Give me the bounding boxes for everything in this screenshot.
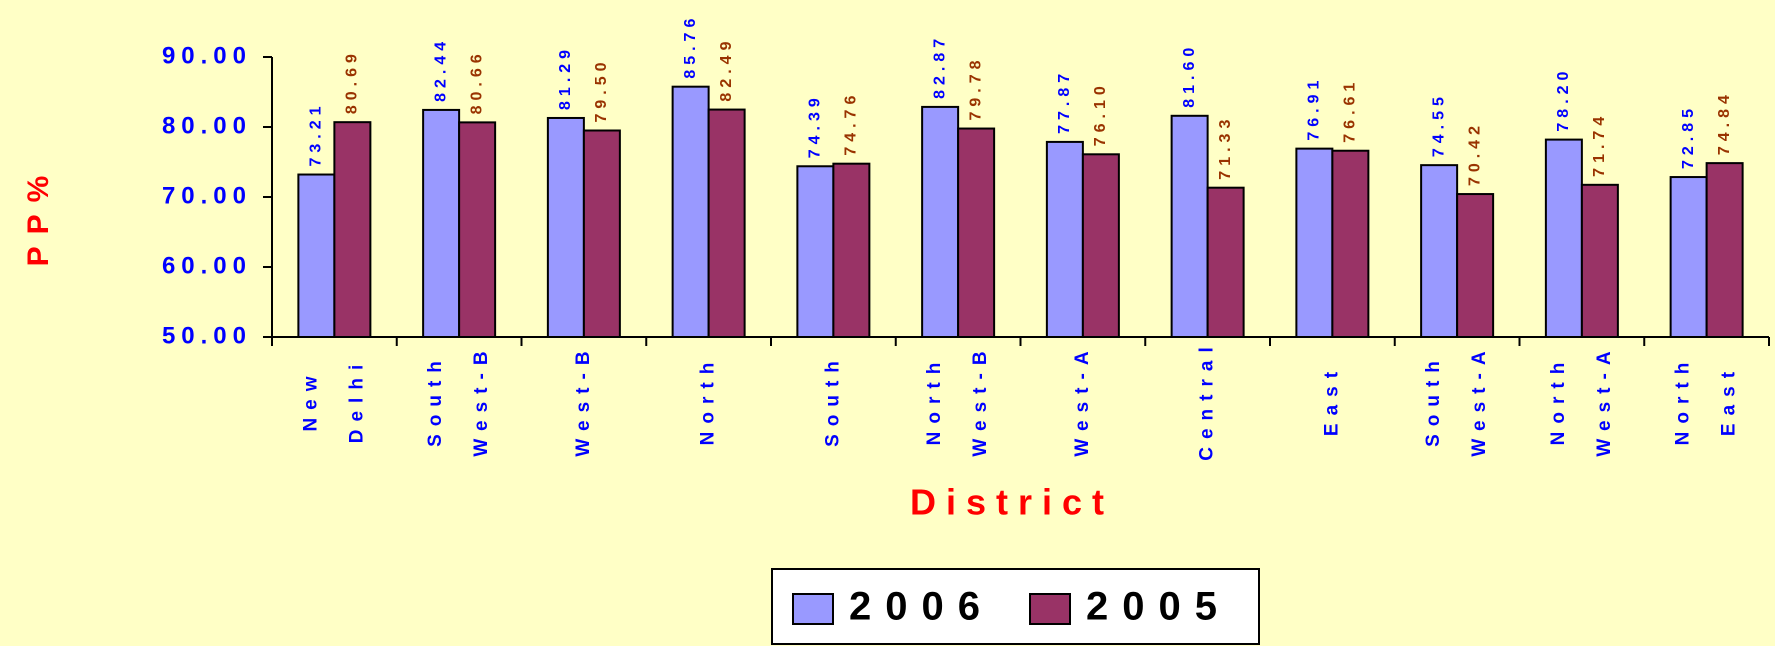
value-label: 71.74 xyxy=(1591,112,1608,177)
x-tick-label: Delhi xyxy=(346,357,367,443)
x-tick-label: South xyxy=(1423,353,1444,447)
x-tick-label: West-A xyxy=(1469,343,1490,456)
bar xyxy=(1331,149,1370,338)
y-tick-label: 60.00 xyxy=(162,252,252,279)
bar xyxy=(707,108,746,338)
legend-label: 2006 xyxy=(849,585,994,629)
value-label: 81.29 xyxy=(557,45,574,110)
bar xyxy=(582,129,621,338)
legend-swatch xyxy=(1029,593,1071,625)
value-label: 82.49 xyxy=(718,37,735,102)
x-tick-label: Central xyxy=(1197,339,1218,460)
x-tick-label: South xyxy=(425,353,446,447)
bar xyxy=(1420,164,1459,338)
value-label: 80.66 xyxy=(468,49,485,114)
x-tick-label: North xyxy=(924,355,945,446)
x-tick-label: East xyxy=(1321,364,1342,436)
value-label: 77.87 xyxy=(1056,69,1073,134)
legend-label: 2005 xyxy=(1086,585,1231,629)
y-tick-label: 70.00 xyxy=(162,182,252,209)
value-label: 74.55 xyxy=(1430,92,1447,157)
bar xyxy=(1295,147,1334,338)
bar xyxy=(297,173,336,338)
value-label: 72.85 xyxy=(1680,104,1697,169)
bar xyxy=(1669,176,1708,338)
bar xyxy=(796,165,835,338)
bar xyxy=(1456,193,1495,338)
x-tick-label: North xyxy=(698,355,719,446)
bar xyxy=(957,127,996,338)
value-label: 78.20 xyxy=(1555,67,1572,132)
x-tick-label: South xyxy=(822,353,843,447)
x-axis-title: District xyxy=(910,482,1114,523)
value-label: 82.87 xyxy=(931,34,948,99)
x-tick-label: West-B xyxy=(573,343,594,456)
bar xyxy=(1580,183,1619,338)
bar xyxy=(1081,153,1120,338)
x-tick-label: West-A xyxy=(1072,343,1093,456)
value-label: 80.69 xyxy=(344,49,361,114)
bar xyxy=(333,121,372,338)
x-tick-label: East xyxy=(1719,364,1740,436)
bar xyxy=(1170,114,1209,338)
x-tick-label: West-A xyxy=(1594,343,1615,456)
value-label: 76.61 xyxy=(1342,78,1359,143)
x-tick-label: New xyxy=(300,368,321,431)
bar xyxy=(1544,138,1583,338)
value-label: 85.76 xyxy=(682,14,699,79)
value-label: 73.21 xyxy=(308,101,325,166)
legend-box xyxy=(771,568,1260,645)
value-label: 74.39 xyxy=(807,93,824,158)
value-label: 81.60 xyxy=(1181,43,1198,108)
x-tick-label: North xyxy=(1548,355,1569,446)
y-tick-label: 50.00 xyxy=(162,322,252,349)
bar xyxy=(671,85,710,339)
bar xyxy=(1705,162,1744,338)
value-label: 79.50 xyxy=(593,57,610,122)
bar xyxy=(921,105,960,338)
value-label: 82.44 xyxy=(432,37,449,102)
y-axis-title: PP% xyxy=(22,164,55,267)
bar xyxy=(422,108,461,338)
x-tick-label: North xyxy=(1673,355,1694,446)
y-tick-label: 80.00 xyxy=(162,112,252,139)
bar xyxy=(1045,140,1084,338)
value-label: 70.42 xyxy=(1466,121,1483,186)
value-label: 79.78 xyxy=(967,55,984,120)
y-tick-label: 90.00 xyxy=(162,42,252,69)
x-tick-label: West-B xyxy=(970,343,991,456)
x-tick-label: West-B xyxy=(471,343,492,456)
value-label: 76.91 xyxy=(1306,76,1323,141)
bar xyxy=(546,116,585,338)
value-label: 76.10 xyxy=(1092,81,1109,146)
value-label: 74.84 xyxy=(1716,90,1733,155)
bar xyxy=(458,121,497,338)
value-label: 71.33 xyxy=(1217,115,1234,180)
bar xyxy=(832,162,871,338)
legend-swatch xyxy=(792,593,834,625)
bar xyxy=(1206,186,1245,338)
value-label: 74.76 xyxy=(843,91,860,156)
